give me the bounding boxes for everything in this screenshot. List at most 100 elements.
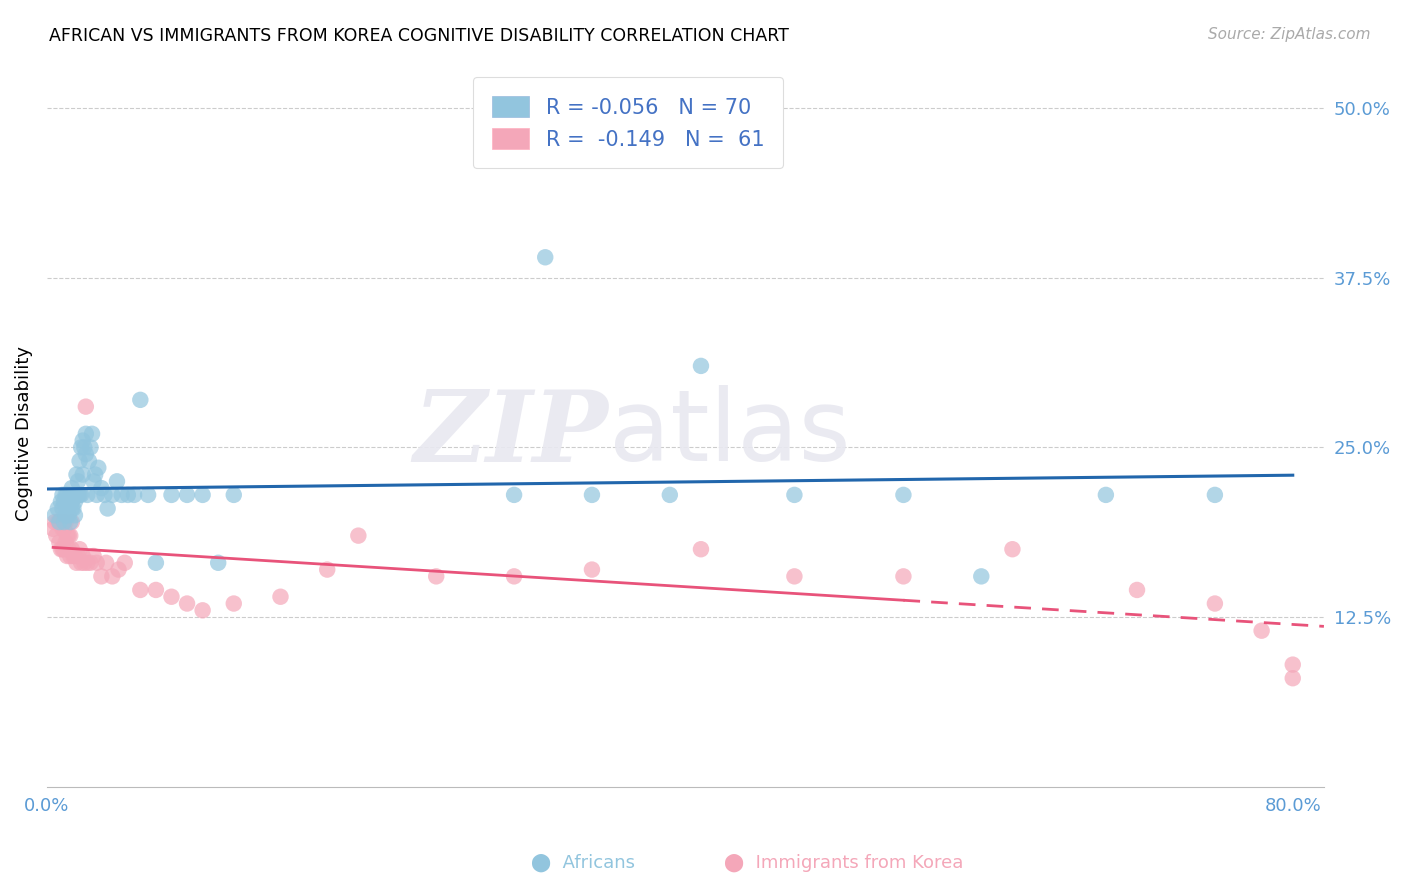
Point [58, 508, 80, 523]
Point [1001, 542, 1024, 557]
Point [63, 494, 86, 508]
Point [67, 549, 90, 563]
Point [76, 556, 98, 570]
Point [62, 488, 84, 502]
Point [67, 475, 90, 489]
Point [1204, 488, 1226, 502]
Point [105, 475, 128, 489]
Point [60, 515, 83, 529]
Point [269, 590, 291, 604]
Point [136, 488, 159, 502]
Point [48, 535, 70, 549]
Point [46, 501, 69, 516]
Point [44, 508, 66, 523]
Point [56, 488, 79, 502]
Point [48, 515, 70, 529]
Point [111, 488, 134, 502]
Point [347, 528, 370, 542]
Point [97, 501, 120, 516]
Point [56, 528, 79, 542]
Point [107, 563, 129, 577]
Point [94, 556, 117, 570]
Point [72, 549, 94, 563]
Point [207, 556, 229, 570]
Point [690, 542, 713, 557]
Point [75, 447, 97, 461]
Point [63, 549, 86, 563]
Point [970, 569, 993, 583]
Point [55, 515, 77, 529]
Point [62, 549, 84, 563]
Point [58, 528, 80, 542]
Text: Source: ZipAtlas.com: Source: ZipAtlas.com [1208, 27, 1371, 42]
Point [51, 501, 73, 516]
Point [46, 515, 69, 529]
Point [59, 488, 82, 502]
Point [70, 441, 93, 455]
Point [70, 488, 93, 502]
Point [581, 488, 603, 502]
Point [783, 569, 806, 583]
Point [145, 556, 167, 570]
Point [59, 549, 82, 563]
Point [783, 488, 806, 502]
Point [65, 488, 87, 502]
Point [73, 556, 96, 570]
Point [160, 488, 183, 502]
Point [49, 494, 72, 508]
Point [55, 508, 77, 523]
Point [45, 528, 67, 542]
Point [1095, 488, 1118, 502]
Point [83, 475, 105, 489]
Point [60, 494, 83, 508]
Point [49, 542, 72, 557]
Point [51, 522, 73, 536]
Point [59, 515, 82, 529]
Point [1126, 582, 1149, 597]
Point [503, 488, 526, 502]
Text: ZIP: ZIP [413, 385, 609, 482]
Point [129, 392, 152, 407]
Point [86, 556, 108, 570]
Point [69, 488, 91, 502]
Text: AFRICAN VS IMMIGRANTS FROM KOREA COGNITIVE DISABILITY CORRELATION CHART: AFRICAN VS IMMIGRANTS FROM KOREA COGNITI… [49, 27, 789, 45]
Point [55, 488, 77, 502]
Point [49, 515, 72, 529]
Point [73, 441, 96, 455]
Point [893, 488, 915, 502]
Point [145, 582, 167, 597]
Point [87, 460, 110, 475]
Point [58, 542, 80, 557]
Point [316, 563, 339, 577]
Text: ⬤  Immigrants from Korea: ⬤ Immigrants from Korea [724, 854, 963, 872]
Point [176, 488, 198, 502]
Point [658, 488, 681, 502]
Text: ⬤  Africans: ⬤ Africans [531, 854, 636, 872]
Point [59, 528, 82, 542]
Point [79, 441, 101, 455]
Legend: R = -0.056   N = 70, R =  -0.149   N =  61: R = -0.056 N = 70, R = -0.149 N = 61 [472, 77, 783, 169]
Point [893, 569, 915, 583]
Point [75, 426, 97, 441]
Point [53, 515, 76, 529]
Point [58, 494, 80, 508]
Point [60, 542, 83, 557]
Point [75, 400, 97, 414]
Point [80, 426, 103, 441]
Point [76, 488, 98, 502]
Y-axis label: Cognitive Disability: Cognitive Disability [15, 346, 32, 521]
Point [53, 542, 76, 557]
Point [425, 569, 447, 583]
Point [60, 481, 83, 495]
Point [93, 488, 115, 502]
Point [69, 542, 91, 557]
Point [65, 467, 87, 482]
Point [122, 488, 145, 502]
Point [222, 597, 245, 611]
Point [534, 250, 557, 264]
Point [51, 542, 73, 557]
Text: atlas: atlas [609, 385, 851, 483]
Point [79, 556, 101, 570]
Point [503, 569, 526, 583]
Point [53, 522, 76, 536]
